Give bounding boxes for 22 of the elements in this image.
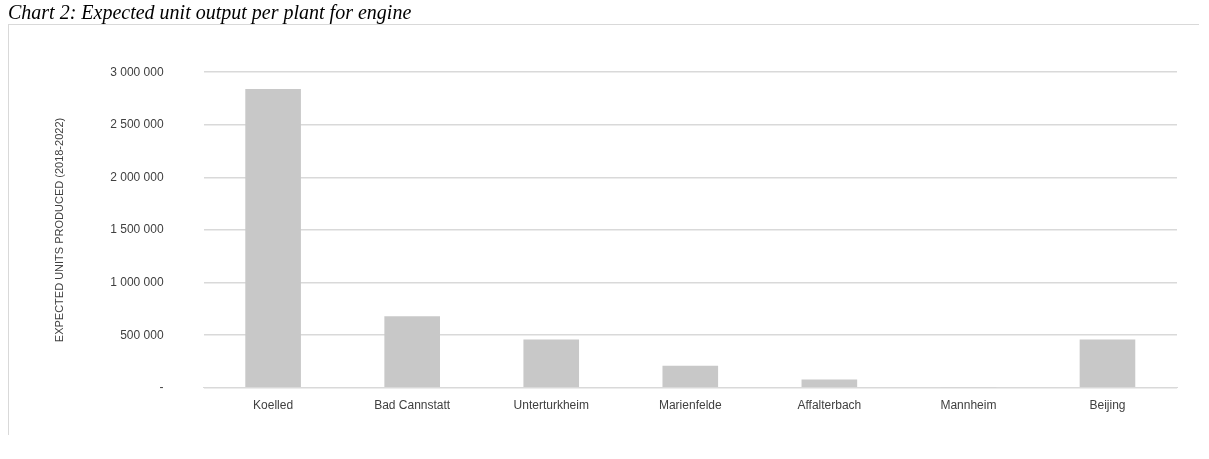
x-tick-label: Beijing [1089,398,1126,413]
y-tick-label: 2 500 000 [110,117,164,132]
y-axis-title: EXPECTED UNITS PRODUCED (2018-2022) [52,117,65,343]
x-tick-label: Koelled [253,398,294,413]
bar [662,365,719,388]
y-tick-label: 2 000 000 [110,169,164,184]
y-tick-label: 1 000 000 [110,274,164,289]
bar [801,379,858,388]
chart-title: Chart 2: Expected unit output per plant for engine [8,0,413,24]
x-tick-label: Bad Cannstatt [374,398,451,413]
bar [245,89,301,388]
bar [384,316,440,388]
y-tick-label: 3 000 000 [110,64,164,79]
x-tick-label: Unterturkheim [513,398,589,413]
y-tick-label: 1 500 000 [110,222,164,237]
x-tick-label: Marienfelde [658,398,722,413]
bar [523,339,580,388]
y-tick-label: - [159,380,164,395]
x-tick-label: Affalterbach [797,398,862,413]
bar [1079,339,1136,388]
y-tick-label: 500 000 [120,327,164,342]
x-tick-label: Mannheim [940,398,997,413]
